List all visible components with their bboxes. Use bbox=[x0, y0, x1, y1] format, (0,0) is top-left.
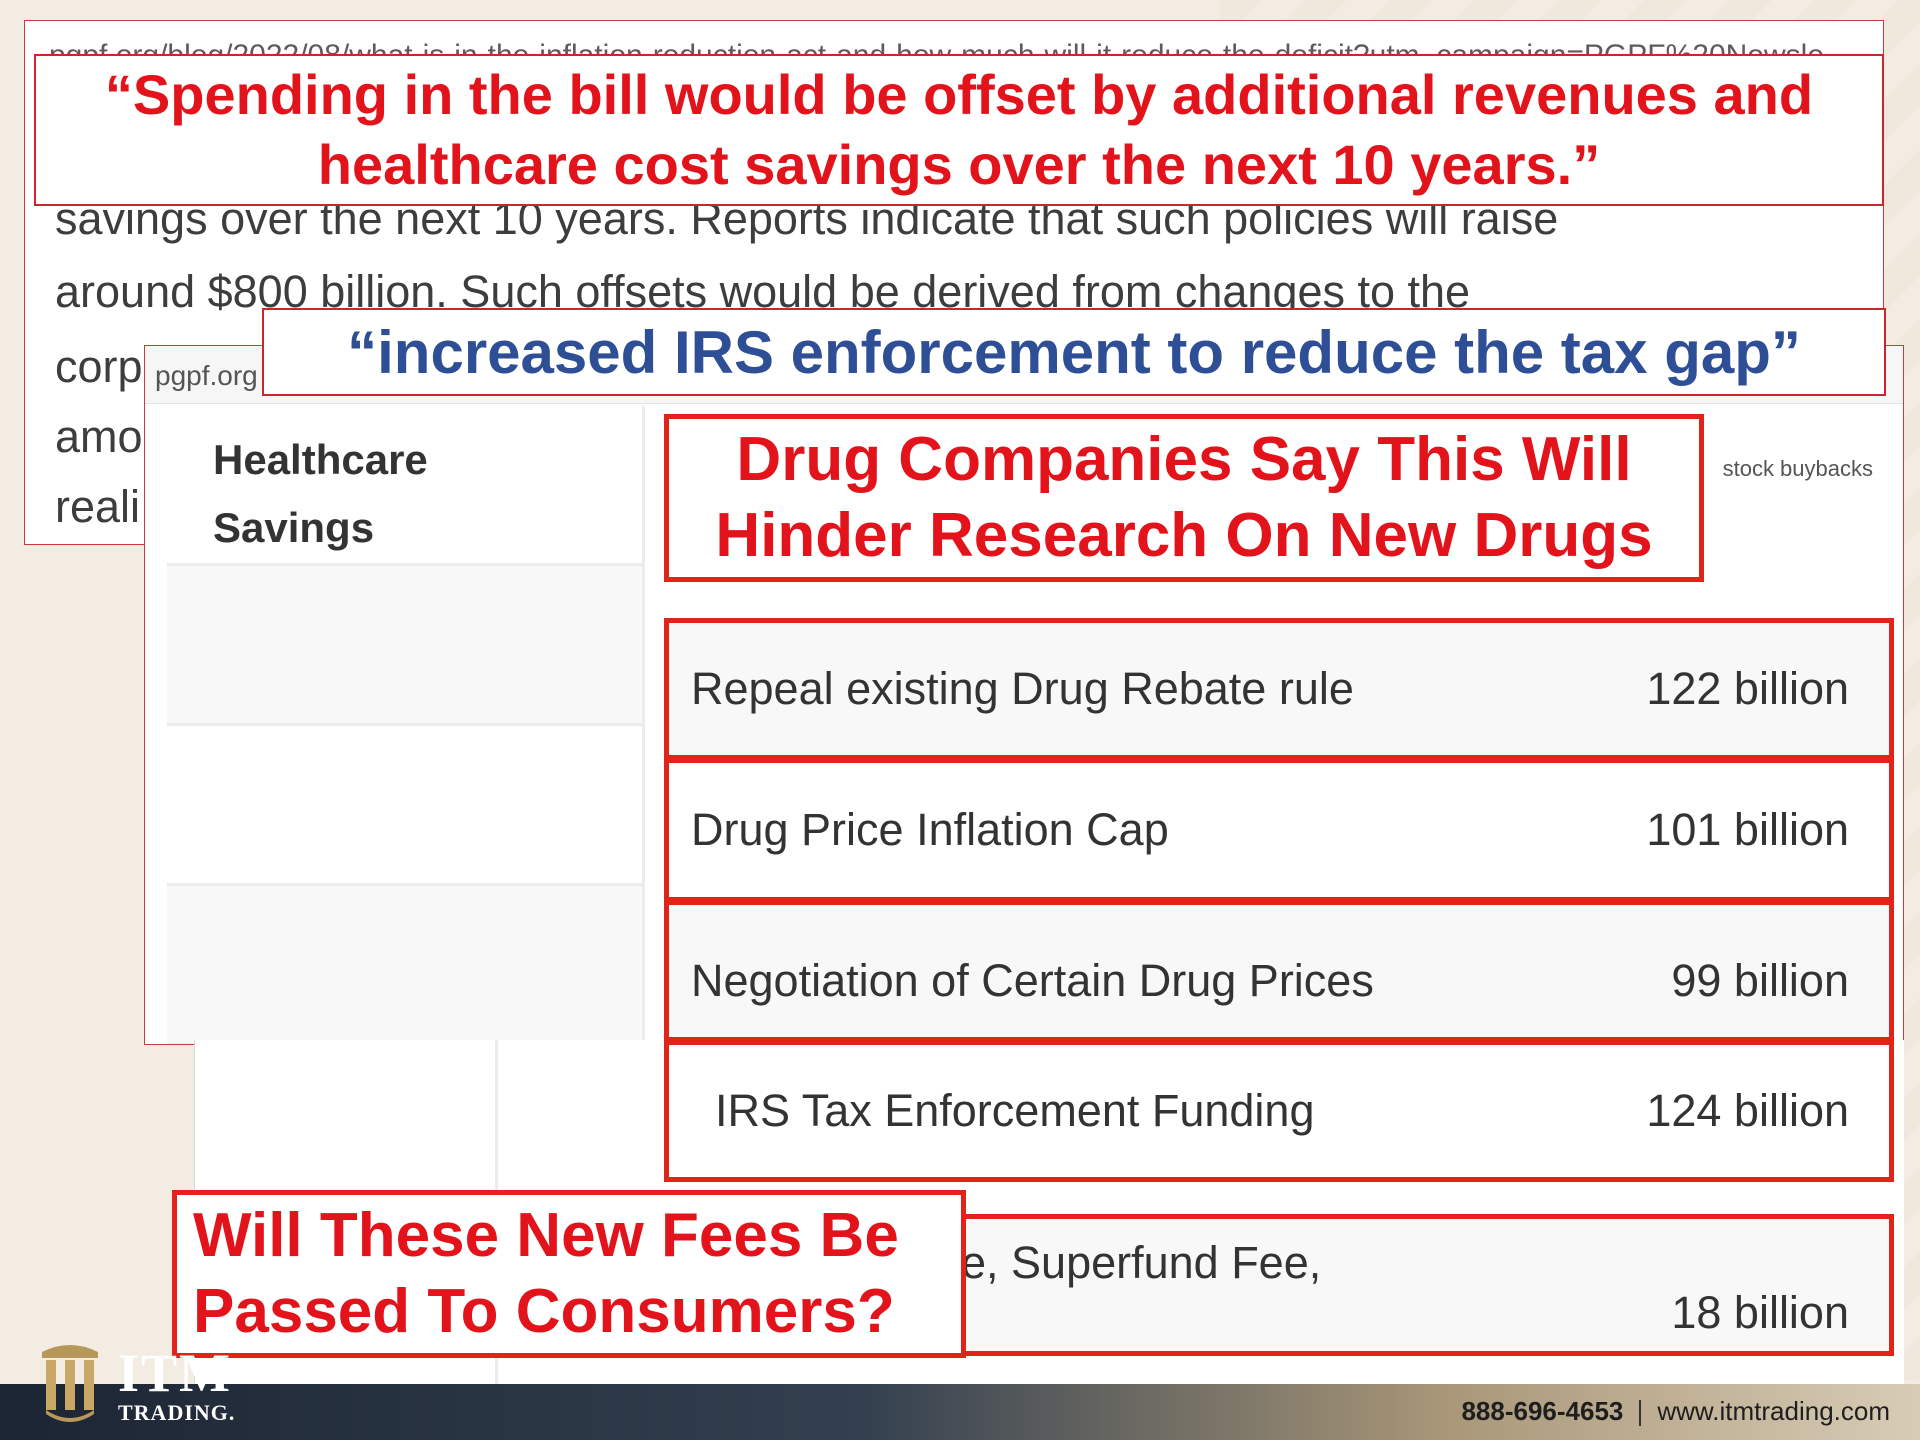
logo-wordmark: ITM bbox=[118, 1343, 232, 1403]
section-header: Healthcare Savings bbox=[213, 436, 428, 551]
table-row: Negotiation of Certain Drug Prices 99 bi… bbox=[664, 900, 1894, 1042]
row-label: Drug Price Inflation Cap bbox=[691, 804, 1169, 855]
row-label: Negotiation of Certain Drug Prices bbox=[691, 955, 1374, 1006]
table-left-cell bbox=[167, 726, 642, 886]
table-left-cell bbox=[167, 406, 642, 566]
fees-callout: Will These New Fees Be Passed To Consume… bbox=[172, 1190, 966, 1358]
contact-separator bbox=[1639, 1400, 1642, 1427]
row-label: e, Superfund Fee, bbox=[961, 1237, 1322, 1288]
logo-subtitle: TRADING. bbox=[118, 1400, 236, 1425]
buyback-note: stock buybacks bbox=[1722, 456, 1873, 481]
contact-info: 888-696-4653 www.itmtrading.com bbox=[1461, 1396, 1890, 1427]
table-url: pgpf.org bbox=[155, 360, 258, 391]
article-line-4: amo bbox=[55, 411, 143, 462]
phone-number[interactable]: 888-696-4653 bbox=[1461, 1396, 1624, 1426]
drug-companies-callout: Drug Companies Say This Will Hinder Rese… bbox=[664, 414, 1704, 582]
itm-trading-logo: ITM TRADING. bbox=[38, 1342, 258, 1432]
table-row: Drug Price Inflation Cap 101 billion bbox=[664, 758, 1894, 902]
row-label: Repeal existing Drug Rebate rule bbox=[691, 663, 1354, 714]
table-row: IRS Tax Enforcement Funding 124 billion bbox=[664, 1040, 1894, 1182]
row-value: 124 billion bbox=[1646, 1085, 1849, 1136]
article-line-5: reali bbox=[55, 481, 141, 532]
table-left-cell bbox=[167, 886, 642, 1044]
row-value: 101 billion bbox=[1646, 804, 1849, 855]
row-label: IRS Tax Enforcement Funding bbox=[715, 1085, 1315, 1136]
irs-callout: “increased IRS enforcement to reduce the… bbox=[262, 308, 1886, 396]
row-value: 99 billion bbox=[1671, 955, 1849, 1006]
website-link[interactable]: www.itmtrading.com bbox=[1657, 1396, 1890, 1426]
footer-bar: 888-696-4653 www.itmtrading.com bbox=[0, 1384, 1920, 1440]
pillar-emblem-icon bbox=[42, 1345, 98, 1422]
table-left-column bbox=[167, 406, 645, 1044]
row-value: 18 billion bbox=[1671, 1287, 1849, 1338]
table-left-cell bbox=[167, 566, 642, 726]
quote-callout: “Spending in the bill would be offset by… bbox=[34, 54, 1884, 206]
row-value: 122 billion bbox=[1646, 663, 1849, 714]
table-row: Repeal existing Drug Rebate rule 122 bil… bbox=[664, 618, 1894, 760]
